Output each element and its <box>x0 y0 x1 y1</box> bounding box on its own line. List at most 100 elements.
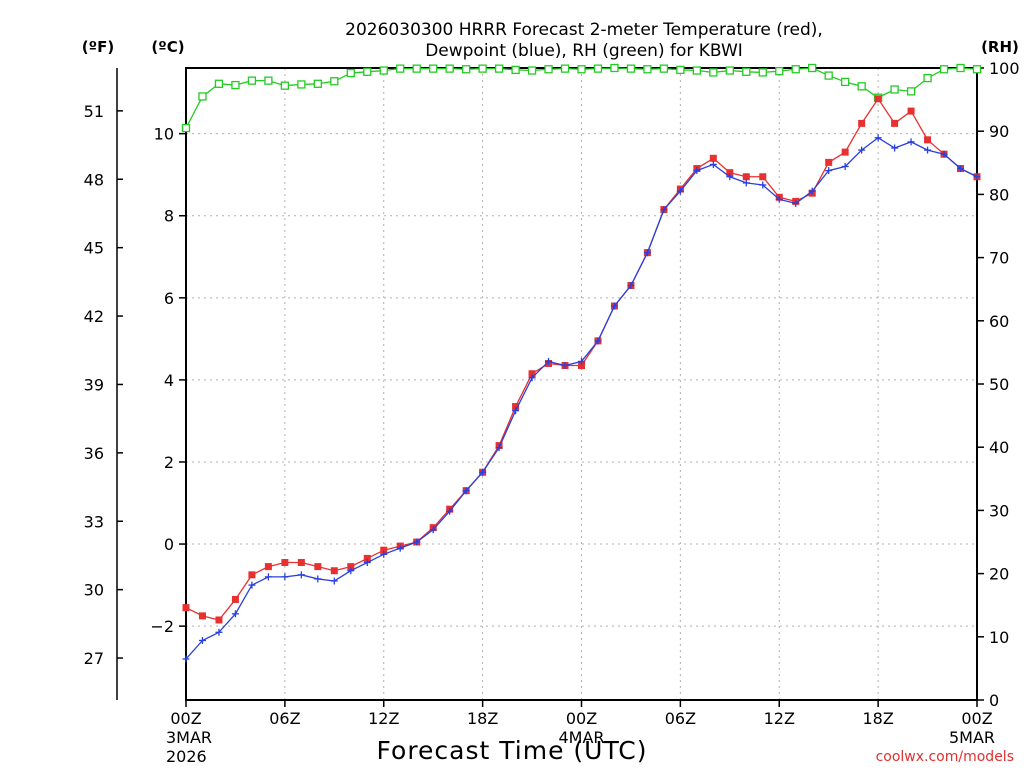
dewpoint-point <box>825 167 833 175</box>
rh-unit-label: (RH) <box>981 38 1019 56</box>
temperature-point <box>248 571 256 579</box>
temperature-point <box>528 370 536 378</box>
rh-point <box>923 73 932 83</box>
x-tick-label: 12Z <box>764 709 795 728</box>
dewpoint-point <box>742 179 750 187</box>
dewpoint-point <box>314 575 322 583</box>
rh-point <box>824 71 833 80</box>
dewpoint-point <box>215 628 223 636</box>
temperature-point <box>907 107 915 115</box>
temperature-point <box>512 403 520 411</box>
dewpoint-point <box>281 573 289 581</box>
temperature-point <box>264 563 272 571</box>
rh-tick-label: 10 <box>989 628 1009 647</box>
rh-point <box>478 64 487 73</box>
temperature-point <box>314 563 322 571</box>
dewpoint-point <box>462 487 470 495</box>
plot-frame <box>185 67 978 701</box>
rh-tick-label: 100 <box>989 59 1020 78</box>
dewpoint-point <box>693 167 701 175</box>
x-tick-label: 12Z <box>368 709 399 728</box>
dewpoint-point <box>792 199 800 207</box>
dewpoint-point <box>347 567 355 575</box>
dewpoint-point <box>429 526 437 534</box>
dewpoint-point <box>891 144 899 152</box>
rh-point <box>330 77 339 86</box>
dewpoint-point <box>248 581 256 589</box>
dewpoint-point <box>874 134 882 142</box>
rh-point <box>742 67 751 76</box>
dewpoint-point <box>231 610 239 618</box>
rh-point <box>906 87 916 96</box>
rh-point <box>511 65 520 75</box>
celsius-tick-label: 0 <box>164 535 174 554</box>
rh-tick-label: 40 <box>989 438 1009 457</box>
x-tick-label: 06Z <box>665 709 696 728</box>
rh-point <box>791 65 800 74</box>
rh-point <box>775 67 784 76</box>
rh-point <box>725 66 734 75</box>
temperature-point <box>347 563 355 571</box>
rh-point <box>676 65 685 75</box>
celsius-tick-label: −2 <box>150 617 174 636</box>
dewpoint-point <box>858 146 866 154</box>
dewpoint-point <box>512 407 520 415</box>
x-axis-label: Forecast Time (UTC) <box>377 736 648 765</box>
dewpoint-point <box>182 655 190 663</box>
dewpoint-point <box>610 302 618 310</box>
dewpoint-point <box>479 468 487 476</box>
x-tick-label: 18Z <box>862 709 893 728</box>
temperature-point <box>281 559 289 567</box>
dewpoint-point <box>545 357 553 365</box>
chart-title-line-1: 2026030300 HRRR Forecast 2-meter Tempera… <box>345 20 823 40</box>
dewpoint-point <box>907 138 915 146</box>
dewpoint-point <box>759 181 767 189</box>
temperature-point <box>874 95 882 103</box>
rh-point <box>297 80 306 89</box>
celsius-tick-label: 8 <box>164 207 174 226</box>
rh-point <box>527 66 537 75</box>
rh-point <box>709 68 718 77</box>
celsius-tick-label: 2 <box>164 453 174 472</box>
x-tick-label: 00Z <box>170 709 201 728</box>
fahrenheit-tick-label: 42 <box>84 307 104 326</box>
temperature-point <box>231 595 239 603</box>
rh-tick-label: 80 <box>989 185 1009 204</box>
rh-point <box>280 81 290 90</box>
temperature-point <box>726 169 734 177</box>
rh-point <box>939 65 949 74</box>
temperature-point <box>578 362 585 370</box>
fahrenheit-unit-label: (ºF) <box>82 38 114 56</box>
credit-link[interactable]: coolwx.com/models <box>876 749 1014 765</box>
dewpoint-point <box>775 195 783 203</box>
rh-point <box>247 76 257 85</box>
temperature-point <box>363 554 371 562</box>
celsius-tick-label: 4 <box>164 371 174 390</box>
rh-point <box>841 77 850 87</box>
dewpoint-point <box>561 362 569 370</box>
rh-markers <box>181 63 982 133</box>
rh-point <box>412 64 421 73</box>
temperature-point <box>924 136 932 144</box>
rh-point <box>181 123 191 133</box>
rh-point <box>890 85 899 94</box>
rh-tick-label: 60 <box>989 312 1009 331</box>
fahrenheit-tick-label: 27 <box>84 649 104 668</box>
celsius-tick-label: 6 <box>164 289 174 308</box>
temperature-point <box>759 173 767 181</box>
temperature-point <box>297 559 305 567</box>
temperature-point <box>198 612 206 620</box>
rh-point <box>445 64 454 73</box>
x-tick-label: 18Z <box>467 709 498 728</box>
dewpoint-point <box>594 337 602 345</box>
fahrenheit-tick-label: 33 <box>84 512 104 531</box>
dewpoint-point <box>924 146 932 154</box>
temperature-point <box>182 604 190 612</box>
dewpoint-markers <box>182 134 981 663</box>
rh-tick-label: 90 <box>989 122 1009 141</box>
dewpoint-point <box>446 507 454 515</box>
dewpoint-point <box>396 544 404 552</box>
dewpoint-point <box>627 282 635 290</box>
dewpoint-point <box>676 187 684 195</box>
